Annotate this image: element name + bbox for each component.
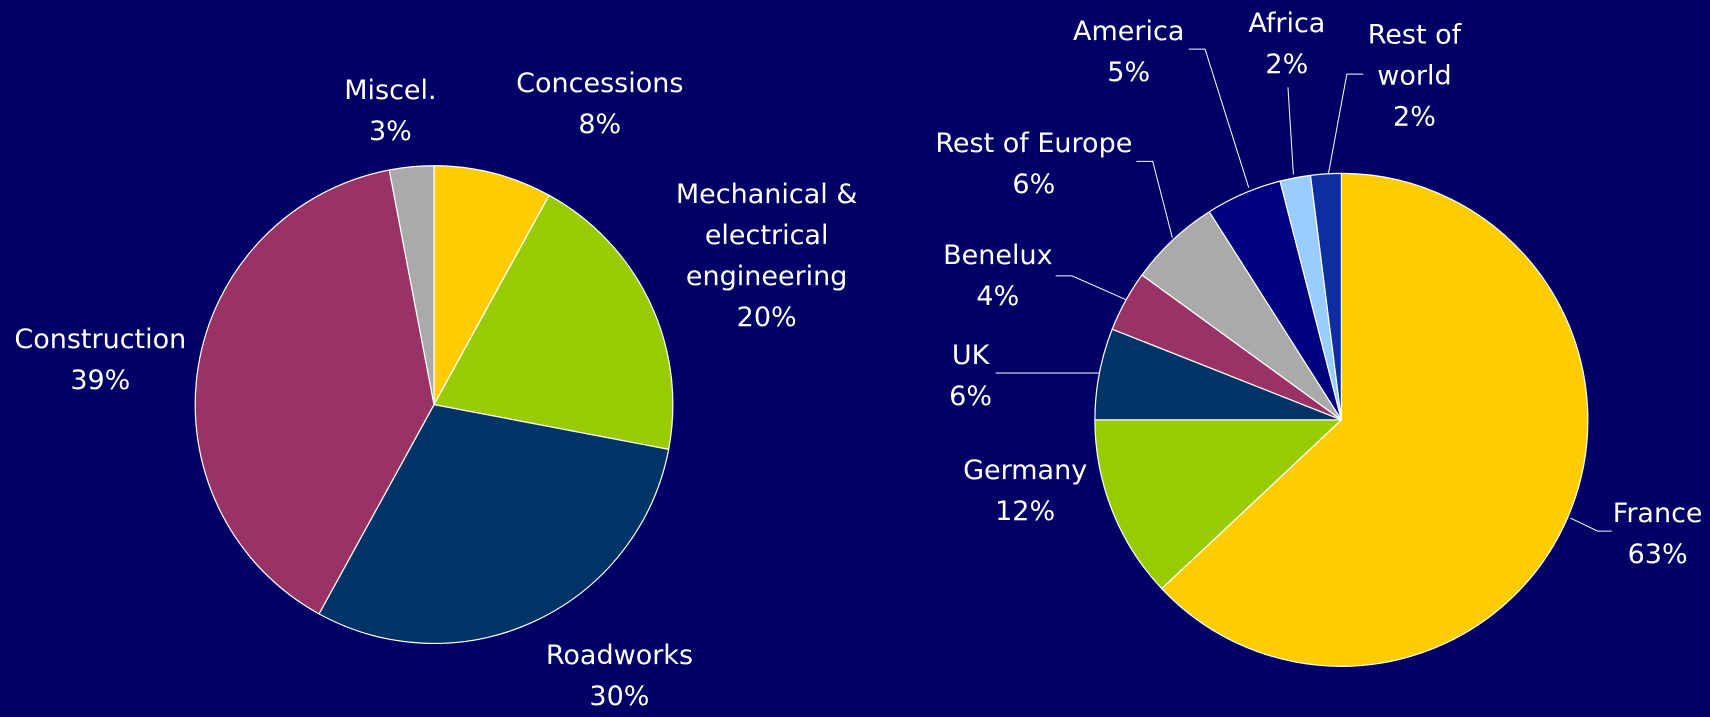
label-value: 3% [368,116,412,148]
label-value: 5% [1107,57,1151,89]
slice-label: Concessions 8% [516,63,683,145]
label-name: UK [951,340,990,372]
label-value: 6% [949,381,993,413]
slice-label: UK 6% [949,335,992,417]
leader-line [1570,517,1612,532]
pie-slice [194,169,435,615]
slice-label: Construction 39% [14,319,186,401]
leader-line [1327,73,1364,175]
pie-slice [388,165,435,405]
label-name: France [1612,498,1703,530]
label-name: Germany [963,454,1088,486]
slice-label: Rest of Europe 6% [935,123,1132,205]
label-value: 39% [70,364,131,396]
label-name: Roadworks [545,640,694,672]
slice-label: France 63% [1613,493,1703,575]
label-value: 63% [1627,539,1688,571]
slice-label: Africa 2% [1248,3,1325,85]
label-name: Miscel. [344,75,437,107]
label-value: 20% [736,302,797,334]
label-value: 6% [1012,168,1056,200]
label-value: 4% [976,280,1020,312]
pie-slice [1309,172,1342,420]
label-value: 12% [995,495,1056,527]
pie-slice [433,165,550,405]
label-value: 30% [589,681,650,713]
label-value: 8% [578,108,622,140]
label-name: Rest of world [1367,19,1462,92]
slice-label: America 5% [1073,11,1184,93]
label-name: Concessions [516,67,684,99]
label-name: Mechanical & electrical engineering [675,179,858,293]
slice-label: Germany 12% [963,450,1087,532]
pie-slice [1094,419,1343,590]
label-name: Benelux [943,239,1053,271]
slice-label: Mechanical & electrical engineering 20% [674,174,859,338]
label-value: 2% [1393,101,1436,133]
pie-slice [318,403,670,644]
leader-line [1136,160,1173,238]
label-name: Rest of Europe [935,127,1133,159]
leader-line [1287,87,1294,175]
slice-label: Miscel. 3% [344,70,436,152]
pie-slice [1160,172,1589,667]
slice-label: Rest of world 2% [1360,15,1469,138]
label-name: America [1073,16,1185,48]
slice-label: Roadworks 30% [546,635,693,717]
leader-line [1188,48,1250,188]
label-name: Construction [14,323,187,355]
pie-slice [433,194,674,451]
label-value: 2% [1265,48,1309,80]
slice-label: Benelux 4% [943,235,1052,317]
leader-line [1055,275,1127,301]
label-name: Africa [1248,7,1326,39]
